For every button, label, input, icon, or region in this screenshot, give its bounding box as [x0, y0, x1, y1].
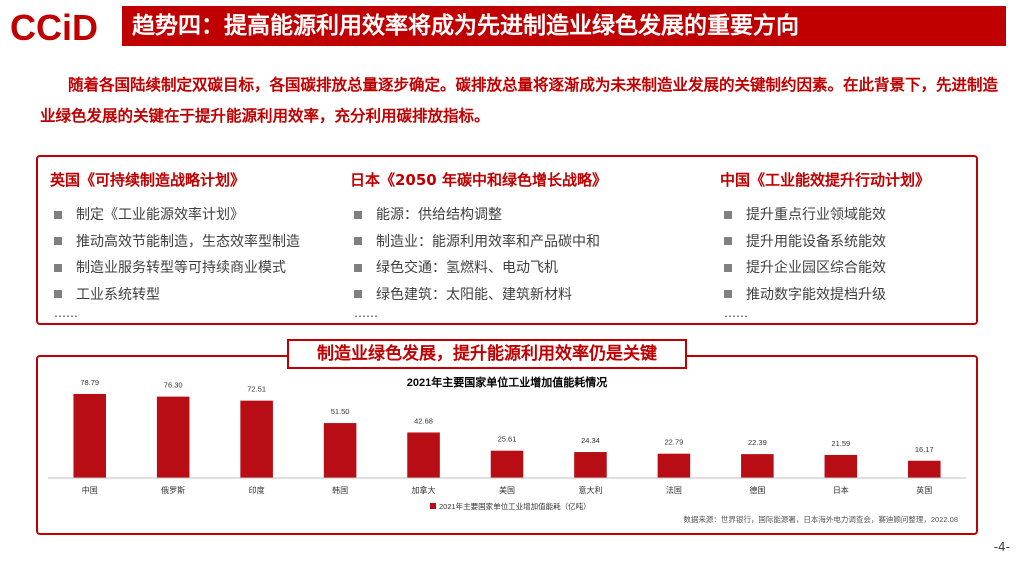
policy-column-china: 中国《工业能效提升行动计划》 提升重点行业领域能效 提升用能设备系统能效 提升企…	[720, 169, 931, 320]
bar-6	[490, 450, 524, 478]
bar-10	[824, 454, 858, 478]
bar-3	[240, 400, 273, 478]
data-label-7: 24.34	[581, 436, 600, 445]
bullet-square-icon	[724, 210, 732, 219]
x-tick-label-2: 俄罗斯	[161, 485, 185, 495]
policy-item: 提升用能设备系统能效	[720, 229, 930, 256]
bar-8	[657, 453, 691, 478]
policy-item: 绿色建筑：太阳能、建筑新材料	[350, 282, 607, 309]
x-tick-label-8: 法国	[666, 485, 682, 495]
ccid-logo: CCiD	[10, 6, 110, 48]
policy-item: 提升企业园区综合能效	[720, 255, 930, 282]
data-label-9: 22.39	[748, 438, 767, 447]
bullet-square-icon	[354, 210, 362, 219]
bar-2	[156, 396, 190, 478]
data-label-10: 21.59	[831, 439, 850, 448]
policy-column-uk: 英国《可持续制造战略计划》 制定《工业能源效率计划》 推动高效节能制造，生态效率…	[50, 169, 300, 320]
more-ellipsis: ……	[54, 306, 78, 320]
data-label-5: 42.68	[414, 416, 433, 425]
legend-label: 2021年主要国家单位工业增加值能耗（亿吨）	[439, 501, 591, 511]
data-label-11: 16.17	[915, 445, 934, 454]
x-tick-label-5: 加拿大	[412, 485, 436, 495]
page-number: -4-	[993, 540, 1010, 554]
legend-swatch	[430, 503, 436, 509]
bar-9	[741, 454, 774, 478]
bullet-square-icon	[54, 263, 62, 272]
policy-column-japan: 日本《2050 年碳中和绿色增长战略》 能源：供给结构调整 制造业：能源利用效率…	[350, 169, 607, 320]
policy-item: 能源：供给结构调整	[350, 202, 607, 229]
policy-item: 绿色交通：氢燃料、电动飞机	[350, 255, 607, 282]
bullet-square-icon	[354, 290, 362, 298]
data-label-8: 22.79	[665, 438, 684, 447]
bar-1	[73, 393, 107, 478]
policy-title-japan: 日本《2050 年碳中和绿色增长战略》	[350, 171, 607, 189]
more-ellipsis: ……	[354, 306, 378, 320]
chart-legend: 2021年主要国家单位工业增加值能耗（亿吨）	[430, 501, 591, 511]
policy-item: 工业系统转型	[50, 282, 300, 309]
data-label-2: 76.30	[164, 381, 183, 390]
bullet-square-icon	[54, 237, 62, 245]
policy-item: 制定《工业能源效率计划》	[50, 202, 300, 229]
policy-title-uk: 英国《可持续制造战略计划》	[50, 171, 246, 189]
bar-5	[407, 432, 440, 478]
bullet-square-icon	[724, 237, 732, 245]
x-tick-label-3: 印度	[249, 485, 265, 495]
policy-item: 制造业：能源利用效率和产品碳中和	[350, 229, 607, 256]
bullet-square-icon	[54, 210, 62, 219]
x-tick-label-4: 韩国	[332, 485, 348, 495]
policy-panel: 英国《可持续制造战略计划》 制定《工业能源效率计划》 推动高效节能制造，生态效率…	[36, 155, 978, 325]
policy-item: 提升重点行业领域能效	[720, 202, 930, 229]
x-tick-label-9: 德国	[749, 485, 765, 495]
key-message-banner: 制造业绿色发展，提升能源利用效率仍是关键	[287, 339, 687, 369]
bullet-square-icon	[354, 263, 362, 272]
bullet-square-icon	[354, 237, 362, 245]
policy-item: 制造业服务转型等可持续商业模式	[50, 255, 300, 282]
intro-paragraph: 随着各国陆续制定双碳目标，各国碳排放总量逐步确定。碳排放总量将逐渐成为未来制造业…	[40, 76, 999, 125]
bullet-square-icon	[724, 290, 732, 298]
policy-item: 推动高效节能制造，生态效率型制造	[50, 229, 300, 256]
bullet-square-icon	[54, 290, 62, 298]
x-tick-label-6: 美国	[499, 485, 515, 495]
data-label-1: 78.79	[80, 378, 99, 387]
policy-item: 推动数字能效提档升级	[720, 282, 930, 309]
data-source-note: 数据来源：世界银行，国际能源署，日本海外电力调查会，赛迪顾问整理，2022.08	[683, 514, 958, 524]
bar-11	[907, 460, 941, 478]
page-title: 趋势四：提高能源利用效率将成为先进制造业绿色发展的重要方向	[122, 6, 1006, 46]
x-tick-label-10: 日本	[833, 485, 849, 495]
x-tick-label-11: 英国	[916, 485, 932, 495]
x-tick-label-1: 中国	[82, 485, 98, 495]
bar-4	[323, 423, 357, 478]
x-tick-label-7: 意大利	[578, 485, 602, 495]
bar-7	[574, 452, 607, 478]
more-ellipsis: ……	[724, 306, 748, 320]
logo-text: CCiD	[10, 7, 98, 48]
bullet-square-icon	[724, 263, 732, 272]
energy-consumption-bar-chart: 2021年主要国家单位工业增加值能耗情况 78.79 中国 76.30 俄罗斯 72.5…	[48, 375, 966, 524]
data-label-6: 25.61	[498, 435, 517, 444]
policy-title-china: 中国《工业能效提升行动计划》	[720, 171, 931, 189]
chart-title: 2021年主要国家单位工业增加值能耗情况	[407, 375, 607, 389]
data-label-4: 51.50	[331, 407, 350, 416]
data-label-3: 72.51	[247, 385, 266, 394]
